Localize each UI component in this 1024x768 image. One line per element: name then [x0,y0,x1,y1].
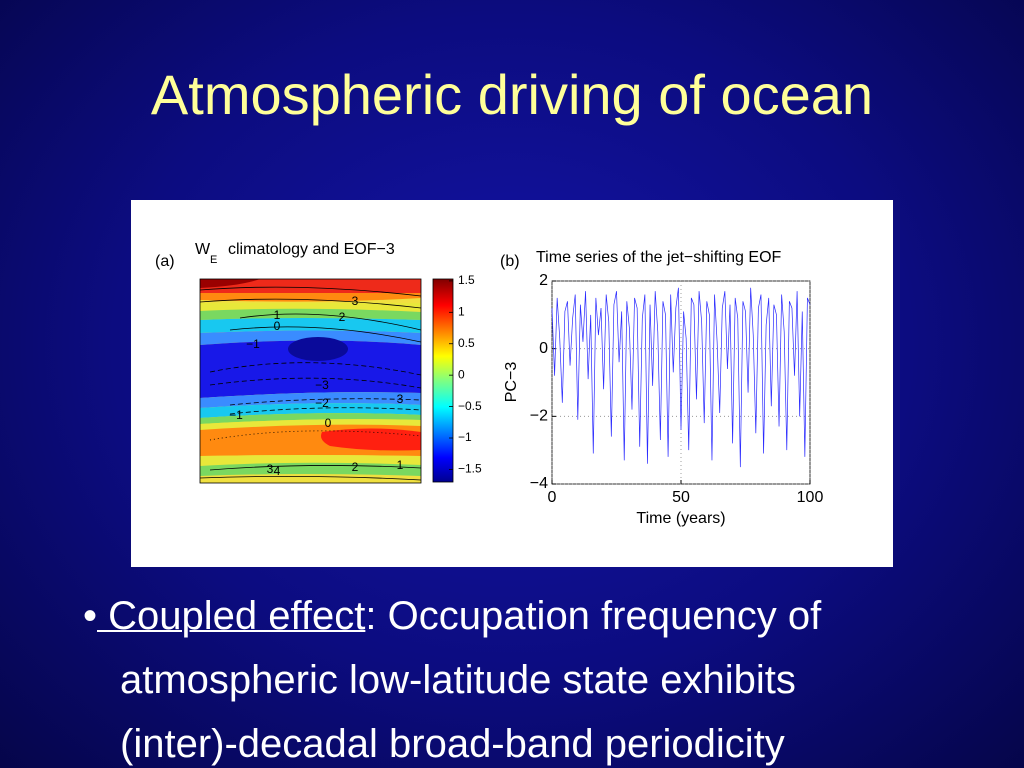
contour-label: 0 [325,416,332,430]
bullet-line: • Coupled effect: Occupation frequency o… [83,594,821,639]
contour-label: −2 [315,396,329,410]
contour-label: 1 [397,458,404,472]
x-tick-label: 100 [797,489,824,506]
colorbar-tick-label: 0.5 [458,336,475,350]
colorbar-tick-label: −1.5 [458,462,482,476]
colorbar [432,278,454,483]
map-frame [199,278,422,484]
contour-label: 2 [339,310,346,324]
bullet-text: (inter)-decadal broad-band periodicity [120,722,785,766]
x-axis-label: Time (years) [636,510,725,527]
contour-label: −1 [246,337,260,351]
panel-title: Time series of the jet−shifting EOF [536,249,782,266]
y-axis-label: PC−3 [503,362,520,403]
colorbar-tick-label: 0 [458,367,465,381]
contour-label: 3 [397,392,404,406]
y-tick-label: 2 [539,272,548,289]
contour-map [200,279,421,483]
contour-label: 0 [274,319,281,333]
bullet-text: atmospheric low-latitude state exhibits [120,658,796,702]
link-text: Coupled effect [97,594,366,638]
colorbar-tick-label: 1.5 [458,273,475,287]
contour-label: 1 [274,308,281,322]
y-tick-label: 0 [539,340,548,357]
contour-label: 3 [352,294,359,308]
panel-title: climatology and EOF−3 [228,241,395,258]
contour-label: −3 [315,378,329,392]
contour-label: 2 [352,460,359,474]
contour-label: 4 [274,464,281,478]
colorbar-tick-label: 1 [458,304,465,318]
bullet-mark: • [83,594,98,638]
slide-title: Atmospheric driving of ocean [150,63,874,126]
y-tick-label: −2 [530,408,548,425]
colorbar-tick-label: −1 [458,430,472,444]
panel-label: (a) [155,253,175,270]
panel-title: W [195,241,211,258]
contour-label: 3 [267,462,274,476]
x-tick-label: 0 [548,489,557,506]
contour-label: −1 [229,408,243,422]
bullet-text: : Occupation frequency of [365,594,822,638]
x-tick-label: 50 [672,489,690,506]
panel-title-subscript: E [210,254,217,266]
series-line [551,287,811,468]
panel-label: (b) [500,253,520,270]
colorbar-tick-label: −0.5 [458,399,482,413]
y-tick-label: −4 [530,475,548,492]
